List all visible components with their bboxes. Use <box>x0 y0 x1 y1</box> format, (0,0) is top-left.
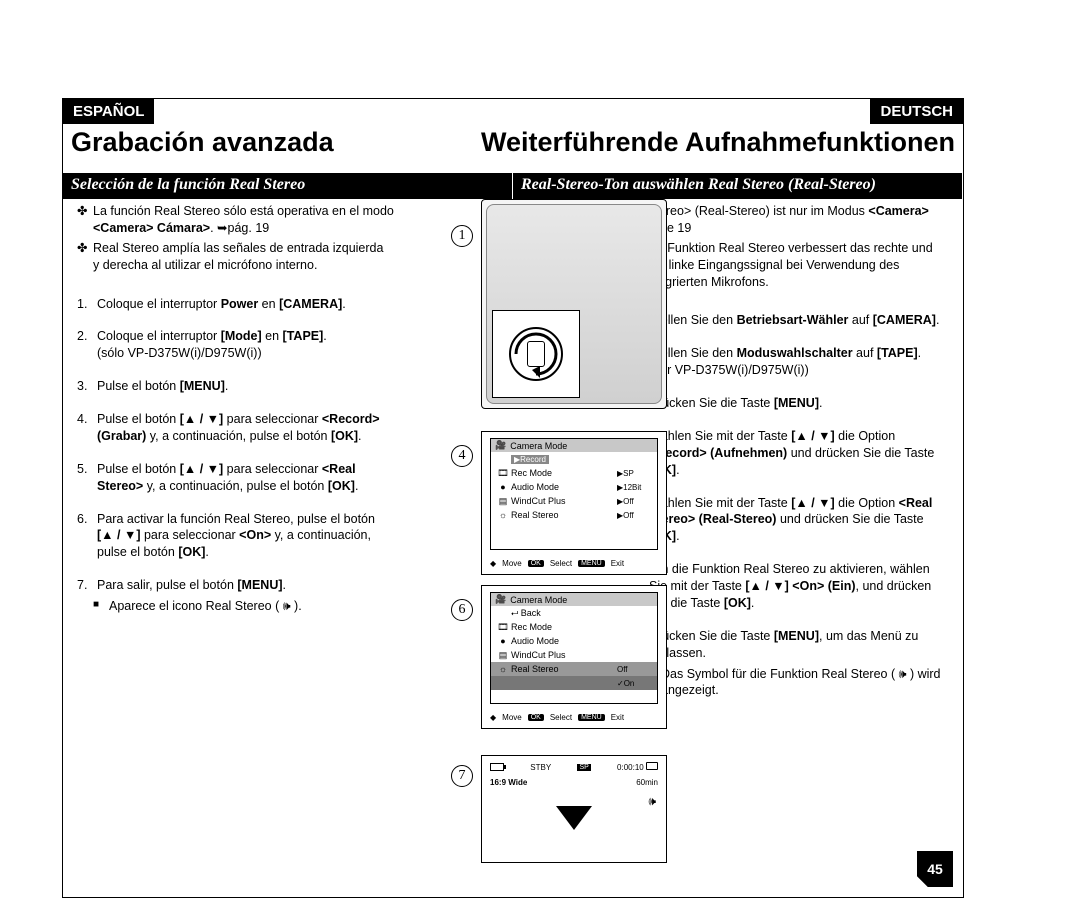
osd6-title: Camera Mode <box>510 595 567 605</box>
camera-icon: 🎥 <box>495 594 506 605</box>
es-step-7-sub: Aparece el icono Real Stereo ( 🕪 ). <box>109 598 302 615</box>
de-step-7-sub: Das Symbol für die Funktion Real Stereo … <box>661 666 949 700</box>
de-step-7: Drücken Sie die Taste [MENU], um das Men… <box>649 628 949 662</box>
status-sp: SP <box>577 764 590 771</box>
manual-page: ESPAÑOL DEUTSCH Grabación avanzada Weite… <box>62 98 964 898</box>
menu-badge: MENU <box>578 560 605 567</box>
section-bar: Selección de la función Real Stereo Real… <box>63 173 963 199</box>
es-step-7: Para salir, pulse el botón [MENU]. <box>97 577 393 594</box>
de-intro-2: Die Funktion Real Stereo verbessert das … <box>645 240 949 291</box>
es-step-6: Para activar la función Real Stereo, pul… <box>97 511 393 562</box>
square-bullet-icon: ■ <box>93 598 109 615</box>
osd4-row-recmode: Rec Mode <box>511 468 617 478</box>
updown-icon: ◆ <box>490 559 496 568</box>
ok-badge: OK <box>528 714 544 721</box>
title-row: Grabación avanzada Weiterführende Aufnah… <box>71 127 955 167</box>
tape-icon: 🎞 <box>495 468 511 479</box>
es-step-2: Coloque el interruptor [Mode] en [TAPE].… <box>97 328 393 362</box>
osd4-row-realstereo: Real Stereo <box>511 510 617 520</box>
rec-icon: ● <box>495 636 511 646</box>
osd4-record-hl: ▶Record <box>511 455 549 464</box>
es-step-3: Pulse el botón [MENU]. <box>97 378 393 395</box>
tape-icon: 🎞 <box>495 622 511 633</box>
osd6-opt-on: ✓On <box>617 679 653 688</box>
page-number-badge: 45 <box>917 851 953 887</box>
osd6-back: ⮠ Back <box>511 608 541 619</box>
status-time: 0:00:10 <box>617 763 644 772</box>
step-badge-1: 1 <box>451 225 473 247</box>
bullet-icon: ✤ <box>77 203 93 237</box>
status-duration: 60min <box>636 778 658 787</box>
bullet-icon: ✤ <box>77 240 93 274</box>
play-triangle-icon <box>556 806 592 830</box>
osd6-row-realstereo: Real Stereo <box>511 664 617 674</box>
section-es: Selección de la función Real Stereo <box>63 173 513 199</box>
step-badge-6: 6 <box>451 599 473 621</box>
es-intro-1: La función Real Stereo sólo está operati… <box>93 203 413 237</box>
updown-icon: ◆ <box>490 713 496 722</box>
title-es: Grabación avanzada <box>71 127 334 158</box>
osd-screen-6: 🎥 Camera Mode ⮠ Back 🎞Rec Mode ●Audio Mod… <box>481 585 667 729</box>
de-step-2: Stellen Sie den Moduswahlschalter auf [T… <box>649 345 949 379</box>
tape-icon <box>646 762 658 770</box>
menu-badge: MENU <box>578 714 605 721</box>
step-badge-7: 7 <box>451 765 473 787</box>
column-es: ✤ La función Real Stereo sólo está opera… <box>63 203 513 897</box>
es-step-1: Coloque el interruptor Power en [CAMERA]… <box>97 296 413 313</box>
rec-icon: ● <box>495 482 511 492</box>
section-de: Real-Stereo-Ton auswählen Real Stereo (R… <box>513 173 963 199</box>
status-wide: 16:9 Wide <box>490 778 527 787</box>
step-badge-4: 4 <box>451 445 473 467</box>
osd6-row-audiomode: Audio Mode <box>511 636 653 646</box>
osd-screen-7: STBY SP 0:00:10 16:9 Wide 60min 🕪 <box>481 755 667 863</box>
display-icon: ☼ <box>495 510 511 520</box>
status-stby: STBY <box>530 763 551 772</box>
de-step-1: Stellen Sie den Betriebsart-Wähler auf [… <box>649 312 949 329</box>
es-intro-2: Real Stereo amplía las señales de entrad… <box>93 240 393 274</box>
es-step-5: Pulse el botón [▲ / ▼] para seleccionar … <box>97 461 393 495</box>
power-dial-inset <box>492 310 580 398</box>
de-step-5: Wählen Sie mit der Taste [▲ / ▼] die Opt… <box>649 495 949 546</box>
lang-tag-de: DEUTSCH <box>870 99 963 124</box>
de-step-6: Um die Funktion Real Stereo zu aktiviere… <box>649 561 949 612</box>
osd4-title: Camera Mode <box>510 441 567 451</box>
lang-tag-es: ESPAÑOL <box>63 99 154 124</box>
stereo-icon: 🕪 <box>648 794 656 809</box>
memory-icon: ▤ <box>495 496 511 507</box>
camera-icon: 🎥 <box>495 440 506 451</box>
de-step-3: Drücken Sie die Taste [MENU]. <box>649 395 949 412</box>
es-step-4: Pulse el botón [▲ / ▼] para seleccionar … <box>97 411 393 445</box>
camera-illustration <box>481 199 667 409</box>
ok-badge: OK <box>528 560 544 567</box>
osd4-row-windcut: WindCut Plus <box>511 496 617 506</box>
osd6-row-windcut: WindCut Plus <box>511 650 653 660</box>
memory-icon: ▤ <box>495 650 511 661</box>
battery-icon <box>490 763 504 771</box>
title-de: Weiterführende Aufnahmefunktionen <box>481 127 955 158</box>
osd4-row-audiomode: Audio Mode <box>511 482 617 492</box>
osd-screen-4: 🎥Camera Mode ▶Record 🎞Rec Mode▶SP ●Audio… <box>481 431 667 575</box>
osd6-row-recmode: Rec Mode <box>511 622 653 632</box>
de-step-4: Wählen Sie mit der Taste [▲ / ▼] die Opt… <box>649 428 949 479</box>
display-icon: ☼ <box>495 664 511 674</box>
